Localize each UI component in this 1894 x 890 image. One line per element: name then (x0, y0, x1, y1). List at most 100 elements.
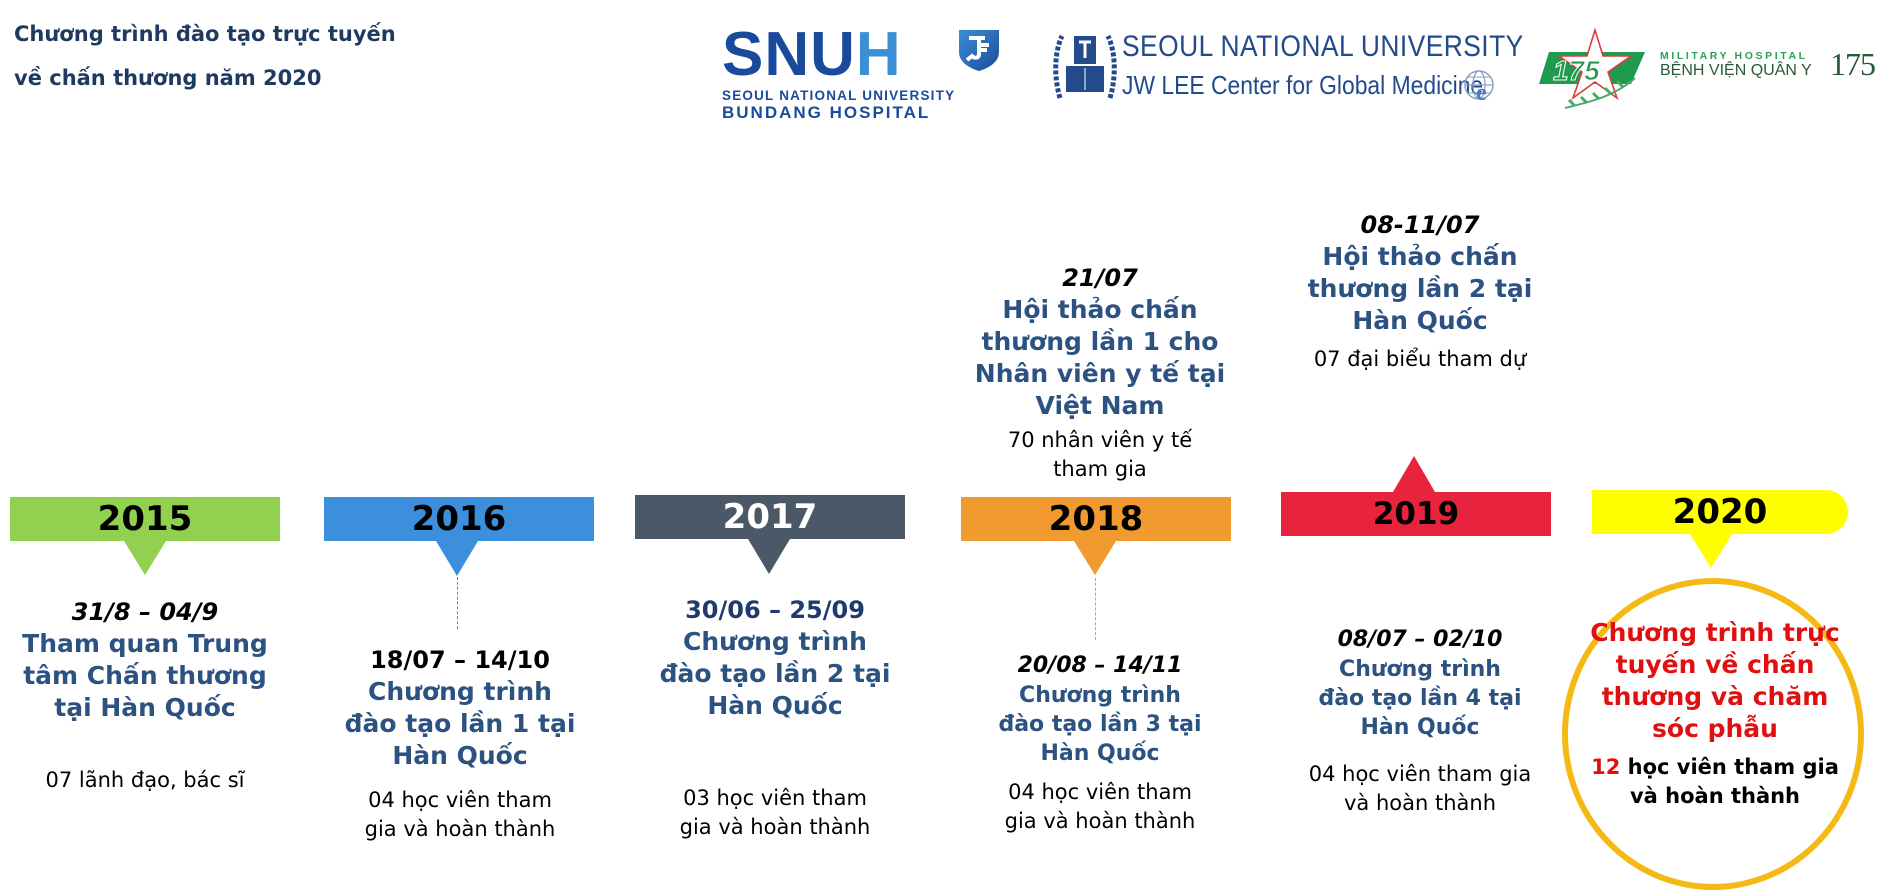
event-desc: 12 học viên tham gia và hoàn thành (1580, 753, 1850, 811)
event-heading: Chương trình đào tạo lần 4 tại Hàn Quốc (1270, 655, 1570, 742)
event-heading-line: thương và chăm (1601, 682, 1829, 711)
event-heading: Tham quan Trung tâm Chấn thương tại Hàn … (10, 628, 280, 724)
event-desc-line: 04 học viên tham (368, 788, 552, 812)
event-desc-line: gia và hoàn thành (679, 815, 871, 839)
year-label-2015: 2015 (97, 499, 193, 539)
svg-text:e: e (1476, 80, 1487, 106)
event-heading-line: Hàn Quốc (1360, 715, 1480, 740)
globe-e-icon: e (1464, 70, 1494, 106)
event-heading: Chương trình đào tạo lần 1 tại Hàn Quốc (310, 676, 610, 772)
event-date: 30/06 – 25/09 (685, 596, 865, 624)
page-title-line2: về chấn thương năm 2020 (14, 66, 322, 90)
snu-line2: JW LEE Center for Global Medicine (1122, 70, 1484, 100)
event-heading-line: Hàn Quốc (1352, 306, 1488, 335)
snuh-wordmark-main: SNU (722, 20, 856, 89)
snuh-line2: BUNDANG HOSPITAL (722, 103, 931, 122)
year-label-2018: 2018 (1048, 499, 1144, 539)
event-date: 31/8 – 04/9 (71, 598, 219, 626)
snuh-wordmark: SNUH (722, 24, 1007, 86)
event-desc-line: 07 đại biểu tham dự (1313, 347, 1527, 371)
event-desc: 70 nhân viên y tế tham gia (950, 426, 1250, 484)
event-heading-line: sóc phẫu (1652, 714, 1778, 743)
pointer-2020 (1690, 534, 1732, 568)
event-desc-line: 07 lãnh đạo, bác sĩ (45, 768, 245, 792)
event-heading-line: Tham quan Trung (22, 629, 268, 658)
event-heading-line: Chương trình trực (1590, 618, 1840, 647)
connector-2016 (457, 577, 458, 629)
event-date: 21/07 (1062, 264, 1138, 292)
event-date: 18/07 – 14/10 (370, 646, 550, 674)
event-date: 08-11/07 (1360, 211, 1480, 239)
event-date: 08/07 – 02/10 (1337, 627, 1503, 652)
event-heading-line: Chương trình (1339, 657, 1501, 682)
page-title: Chương trình đào tạo trực tuyến về chấn … (14, 12, 454, 100)
event-heading: Chương trình trực tuyến về chấn thương v… (1580, 617, 1850, 745)
pointer-2016 (436, 541, 478, 576)
participant-count: 12 (1591, 755, 1621, 779)
military-line2: BỆNH VIỆN QUÂN Y (1660, 62, 1812, 79)
event-2017: 30/06 – 25/09 Chương trình đào tạo lần 2… (620, 594, 930, 842)
event-heading-line: Việt Nam (1035, 391, 1165, 420)
connector-2018 (1095, 578, 1096, 640)
event-heading-line: Chương trình (1019, 683, 1181, 708)
year-label-2017: 2017 (722, 497, 818, 537)
event-desc-text: học viên tham gia (1620, 755, 1839, 779)
year-banner-2016: 2016 (324, 497, 594, 541)
pointer-2019 (1393, 456, 1435, 492)
pointer-2017 (748, 539, 790, 574)
event-desc-line: 04 học viên tham gia (1308, 762, 1532, 786)
event-desc: 07 đại biểu tham dự (1270, 345, 1570, 374)
year-label-2020: 2020 (1672, 492, 1768, 532)
event-heading-line: Hàn Quốc (392, 741, 528, 770)
event-heading: Chương trình đào tạo lần 2 tại Hàn Quốc (620, 626, 930, 722)
page-title-line1: Chương trình đào tạo trực tuyến (14, 22, 396, 46)
event-heading: Hội thảo chấn thương lần 2 tại Hàn Quốc (1270, 241, 1570, 337)
shield-icon (959, 30, 999, 71)
year-banner-2020: 2020 (1592, 490, 1848, 534)
year-label-2016: 2016 (411, 499, 507, 539)
event-2019-above: 08-11/07 Hội thảo chấn thương lần 2 tại … (1270, 209, 1570, 374)
military-line1: MILITARY HOSPITAL (1660, 50, 1808, 62)
event-heading-line: Chương trình (683, 627, 867, 656)
snuh-line1: SEOUL NATIONAL UNIVERSITY (722, 88, 956, 103)
event-heading-line: đào tạo lần 2 tại (659, 659, 891, 688)
event-desc-line: 70 nhân viên y tế (1007, 428, 1193, 452)
event-heading: Hội thảo chấn thương lần 1 cho Nhân viên… (950, 294, 1250, 422)
event-2020: Chương trình trực tuyến về chấn thương v… (1580, 617, 1850, 811)
event-desc-line: tham gia (1053, 457, 1147, 481)
event-heading-line: tại Hàn Quốc (54, 693, 236, 722)
event-desc-line: 04 học viên tham (1008, 780, 1192, 804)
event-desc: 04 học viên tham gia và hoàn thành (1270, 760, 1570, 818)
event-desc-line: 12 học viên tham gia (1580, 753, 1850, 782)
military-hospital-emblem-icon: 175 (1539, 28, 1645, 109)
military-emblem-mark: 175 (1553, 55, 1600, 86)
snu-seal-icon (1053, 34, 1117, 99)
event-desc-line: gia và hoàn thành (1004, 809, 1196, 833)
event-heading-line: tâm Chấn thương (23, 661, 267, 690)
event-2018: 20/08 – 14/11 Chương trình đào tạo lần 3… (950, 651, 1250, 836)
event-desc-line: và hoàn thành (1343, 791, 1496, 815)
event-heading-line: Hội thảo chấn (1322, 242, 1518, 271)
event-heading-line: Hàn Quốc (1040, 741, 1160, 766)
snu-line1: SEOUL NATIONAL UNIVERSITY (1122, 30, 1524, 63)
event-heading-line: đào tạo lần 3 tại (998, 712, 1202, 737)
event-2018-above: 21/07 Hội thảo chấn thương lần 1 cho Nhâ… (950, 262, 1250, 484)
snuh-wordmark-accent: H (855, 20, 902, 89)
event-2015: 31/8 – 04/9 Tham quan Trung tâm Chấn thư… (10, 596, 280, 795)
event-desc-line: và hoàn thành (1629, 784, 1801, 808)
event-desc-line: gia và hoàn thành (364, 817, 556, 841)
event-heading-line: đào tạo lần 1 tại (344, 709, 576, 738)
military-number: 175 (1830, 46, 1876, 82)
event-desc-line: 03 học viên tham (683, 786, 867, 810)
event-desc: 07 lãnh đạo, bác sĩ (10, 766, 280, 795)
event-2016: 18/07 – 14/10 Chương trình đào tạo lần 1… (310, 644, 610, 844)
year-banner-2018: 2018 (961, 497, 1231, 541)
event-heading-line: thương lần 2 tại (1307, 274, 1533, 303)
event-desc: 03 học viên tham gia và hoàn thành (620, 784, 930, 842)
event-date: 20/08 – 14/11 (1017, 653, 1183, 678)
year-banner-2019: 2019 (1281, 492, 1551, 536)
event-heading-line: Chương trình (368, 677, 552, 706)
event-heading-line: Hội thảo chấn (1002, 295, 1198, 324)
highlight-ring (1562, 578, 1864, 890)
event-desc: 04 học viên tham gia và hoàn thành (310, 786, 610, 844)
